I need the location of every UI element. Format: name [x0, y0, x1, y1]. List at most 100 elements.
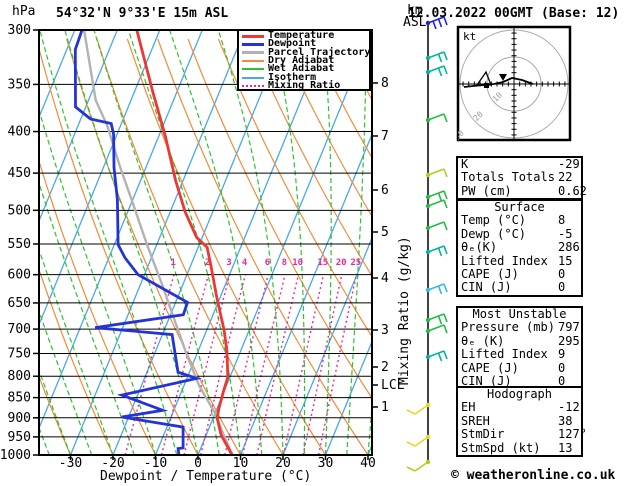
wind-barb [406, 402, 431, 415]
temp-tick-label: 30 [318, 456, 334, 471]
altitude-unit-km: km [407, 3, 423, 18]
most-unstable-table: Most Unstable Pressure (mb) 797 θₑ (K) 295 Li… [456, 306, 583, 391]
table-row-value: 9 [558, 347, 566, 362]
table-row-label: CIN (J) [461, 373, 512, 388]
table-row-value: 0 [558, 280, 566, 295]
km-tick-label: 1 [381, 400, 389, 415]
table-row-value: 22 [558, 170, 573, 185]
pressure-tick-label: 600 [8, 268, 31, 283]
legend-item: Dry Adiabat [242, 55, 369, 67]
wind-barb [425, 190, 448, 202]
pressure-tick-label: 950 [8, 430, 31, 445]
legend-item: Mixing Ratio [242, 79, 369, 91]
table-row-value: -12 [558, 400, 580, 415]
wind-barb [425, 350, 448, 362]
table-row-value: 0 [558, 360, 566, 375]
hodograph-ring-label: 30 [453, 129, 466, 142]
mixing-ratio-value-label: 4 [242, 258, 248, 268]
pressure-tick-label: 500 [8, 203, 31, 218]
pressure-unit-label: hPa [12, 4, 36, 19]
table-row-value: -5 [558, 226, 573, 241]
copyright-label: © weatheronline.co.uk [451, 468, 616, 483]
legend-label: Parcel Trajectory [268, 46, 371, 58]
temp-tick-label: 10 [233, 456, 249, 471]
table-row-value: 295 [558, 333, 580, 348]
pressure-tick-label: 1000 [0, 448, 31, 463]
km-tick-label: 4 [381, 271, 389, 286]
table-row-label: Lifted Index [461, 347, 548, 362]
legend-swatch [242, 34, 264, 38]
mixing-ratio-value-label: 15 [317, 258, 328, 268]
table-title: Hodograph [486, 387, 553, 401]
table-row: Pressure (mb) 797 [458, 320, 581, 335]
legend-item: Temperature [242, 31, 369, 41]
table-row: Totals Totals 22 [458, 170, 581, 185]
pressure-tick-label: 550 [8, 237, 31, 252]
wind-barb [406, 434, 431, 447]
km-tick-label: 8 [381, 76, 389, 91]
table-row-label: Lifted Index [461, 253, 548, 268]
km-tick-label: 2 [381, 360, 389, 375]
pressure-tick-label: 900 [8, 411, 31, 426]
legend-swatch [242, 84, 264, 87]
table-row-value: 15 [558, 253, 573, 268]
table-row: θₑ (K) 295 [458, 333, 581, 348]
table-row-value: 0 [558, 373, 566, 388]
table-row: PW (cm) 0.62 [458, 184, 587, 198]
hodograph-unit-label: kt [463, 30, 476, 43]
hodograph-marker-square [484, 83, 489, 88]
table-row-label: CAPE (J) [461, 360, 519, 375]
parcel-trajectory-curve [82, 30, 234, 455]
table-row-label: Temp (°C) [461, 213, 527, 228]
mixing-ratio-value-label: 2 [205, 258, 210, 268]
wind-barb [425, 199, 448, 209]
wind-barb [425, 324, 448, 334]
table-row: Temp (°C) 8 [458, 213, 581, 228]
table-row: StmDir 127° [458, 427, 587, 442]
table-row-label: K [461, 157, 469, 171]
legend-label: Dewpoint [268, 38, 317, 50]
plot-frame [38, 29, 373, 456]
table-row-value: 13 [558, 440, 573, 455]
table-row-label: StmSpd (kt) [461, 440, 541, 455]
temp-tick-label: -20 [101, 456, 124, 471]
legend-item: Wet Adiabat [242, 64, 369, 74]
wind-barb [425, 221, 448, 231]
legend-label: Dry Adiabat [268, 55, 335, 67]
table-row-label: StmDir [461, 427, 505, 442]
wind-barb [425, 113, 448, 123]
temperature-curve [135, 30, 234, 455]
table-row: CAPE (J) 0 [458, 266, 581, 281]
wind-barb [425, 16, 448, 30]
km-tick-label: 7 [381, 129, 389, 144]
table-row-value: 797 [558, 320, 580, 335]
wind-barb [425, 313, 448, 325]
mixing-ratio-value-label: 20 [336, 258, 347, 268]
legend-swatch [242, 42, 264, 46]
wind-barb [425, 51, 448, 63]
pressure-tick-label: 400 [8, 125, 31, 140]
legend-swatch [242, 68, 264, 71]
table-row-label: Totals Totals [461, 170, 555, 185]
wind-barb [406, 459, 431, 472]
plot-grid: 1 2 3 4 6 8 10 15 20 25 [39, 30, 372, 455]
legend-item: Isotherm [242, 72, 369, 82]
mixing-ratio-value-label: 8 [282, 258, 287, 268]
pressure-tick-label: 300 [8, 23, 31, 38]
legend-label: Mixing Ratio [268, 79, 341, 91]
pressure-tick-label: 650 [8, 296, 31, 311]
temp-tick-label: 0 [194, 456, 202, 471]
table-row-label: θₑ (K) [461, 333, 505, 348]
table-row: CAPE (J) 0 [458, 360, 581, 375]
pressure-tick-label: 750 [8, 346, 31, 361]
table-title: Surface [494, 200, 545, 214]
table-row-label: θₑ(K) [461, 240, 498, 255]
x-axis-label: Dewpoint / Temperature (°C) [100, 469, 312, 484]
mixing-ratio-value-label: 10 [292, 258, 303, 268]
table-row: CIN (J) 0 [458, 280, 581, 295]
table-row-label: CAPE (J) [461, 266, 519, 281]
table-row-value: 0 [558, 266, 566, 281]
pressure-tick-label: 850 [8, 391, 31, 406]
legend-swatch [242, 51, 264, 55]
